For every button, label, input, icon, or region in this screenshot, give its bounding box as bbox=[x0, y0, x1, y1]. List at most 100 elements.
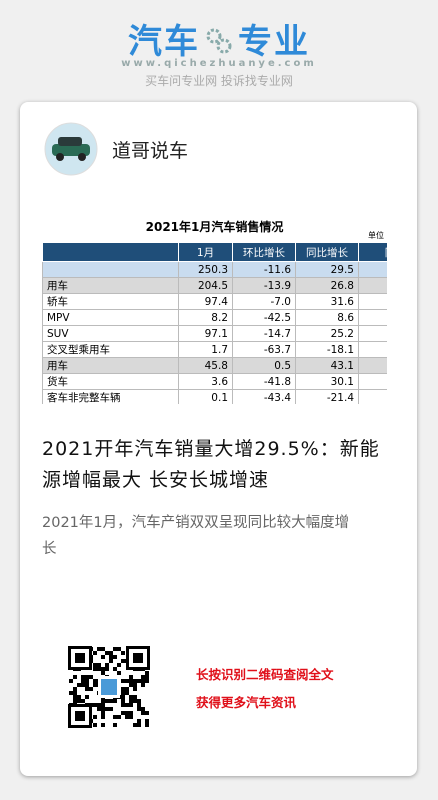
qr-module bbox=[81, 683, 85, 687]
logo-right: 专业 bbox=[238, 22, 310, 62]
table-cell: MPV bbox=[42, 309, 179, 326]
qr-module bbox=[133, 723, 137, 727]
qr-module bbox=[77, 695, 81, 699]
gear-icon bbox=[206, 28, 232, 54]
table-cell: 客车非完整车辆 bbox=[42, 389, 179, 404]
header-row: 1月环比增长同比增长同比达 bbox=[42, 242, 387, 262]
qr-module bbox=[113, 655, 117, 659]
table-row: MPV 8.2 -42.5 8.6 bbox=[42, 309, 387, 326]
qr-module bbox=[117, 715, 121, 719]
table-row: 轿车 97.4 -7.0 31.6 bbox=[42, 293, 387, 310]
table-cell: 3.6 bbox=[178, 373, 233, 390]
qr-module bbox=[133, 653, 143, 663]
table-cell: 货车 bbox=[42, 373, 179, 390]
table-cell bbox=[358, 261, 387, 278]
table-cell: -18.1 bbox=[295, 341, 359, 358]
url: www.qichezhuanye.com bbox=[121, 58, 317, 69]
header-cell: 同比达 bbox=[358, 242, 387, 262]
table-row: 用车 45.8 0.5 43.1 bbox=[42, 357, 387, 374]
qr-module bbox=[137, 723, 141, 727]
qr-module bbox=[125, 691, 129, 695]
qr-module bbox=[121, 695, 125, 699]
table-cell bbox=[358, 293, 387, 310]
qr-module bbox=[133, 699, 137, 703]
tagline: 买车问专业网 投诉找专业网 bbox=[145, 74, 293, 88]
qr-module bbox=[121, 711, 125, 715]
table-cell: 204.5 bbox=[178, 277, 233, 294]
table-cell bbox=[358, 389, 387, 404]
qr-module bbox=[113, 667, 117, 671]
table-cell: -21.4 bbox=[295, 389, 359, 404]
table-cell: 轿车 bbox=[42, 293, 179, 310]
logo-left: 汽车 bbox=[128, 22, 200, 62]
qr-module bbox=[117, 663, 121, 667]
qr-module bbox=[85, 675, 89, 679]
qr-module bbox=[101, 679, 117, 695]
qr-module bbox=[121, 679, 125, 683]
qr-module bbox=[129, 703, 133, 707]
qr-module bbox=[93, 683, 97, 687]
qr-module bbox=[93, 715, 97, 719]
qr-module bbox=[137, 699, 141, 703]
table-cell: 26.8 bbox=[295, 277, 359, 294]
table-cell bbox=[358, 357, 387, 374]
qr-module bbox=[97, 647, 101, 651]
qr-module bbox=[93, 667, 97, 671]
qr-module bbox=[129, 695, 133, 699]
table-cell: 1.7 bbox=[178, 341, 233, 358]
table-row: 货车 3.6 -41.8 30.1 bbox=[42, 373, 387, 390]
header-cell bbox=[42, 242, 179, 262]
qr-module bbox=[105, 663, 109, 667]
author: 道哥说车 bbox=[112, 140, 189, 162]
qr-module bbox=[125, 679, 129, 683]
qr-module bbox=[93, 679, 97, 683]
header-cell: 同比增长 bbox=[295, 242, 359, 262]
qr-module bbox=[81, 699, 85, 703]
qr-module bbox=[73, 687, 77, 691]
qr-module bbox=[89, 675, 93, 679]
qr-module bbox=[77, 699, 81, 703]
table-cell: 250.3 bbox=[178, 261, 233, 278]
table-cell bbox=[358, 373, 387, 390]
table-cell: 43.1 bbox=[295, 357, 359, 374]
qr-module bbox=[89, 687, 93, 691]
qr-module bbox=[141, 707, 145, 711]
table-cell bbox=[42, 261, 179, 278]
qr-module bbox=[85, 683, 89, 687]
qr-module bbox=[75, 711, 85, 721]
card: 道哥说车 2021年1月汽车销售情况 单位 1月环比增长同比增长同比达250.3… bbox=[20, 102, 417, 776]
qr-module bbox=[85, 695, 89, 699]
qr-module bbox=[129, 699, 133, 703]
table-row: 用车 204.5 -13.9 26.8 bbox=[42, 277, 387, 294]
table-unit: 单位 bbox=[368, 231, 384, 240]
qr-module bbox=[121, 651, 125, 655]
table-cell bbox=[358, 309, 387, 326]
qr-module bbox=[137, 679, 141, 683]
qr-module bbox=[125, 711, 129, 715]
qr-line2: 获得更多汽车资讯 bbox=[196, 695, 297, 710]
qr-module bbox=[141, 675, 145, 679]
qr-module bbox=[93, 723, 97, 727]
qr-module bbox=[125, 715, 129, 719]
qr-module bbox=[141, 683, 145, 687]
qr-module bbox=[145, 675, 149, 679]
qr-module bbox=[133, 687, 137, 691]
qr-module bbox=[121, 691, 125, 695]
qr-module bbox=[81, 675, 85, 679]
qr-module bbox=[97, 703, 101, 707]
table-cell: -14.7 bbox=[232, 325, 296, 342]
qr-module bbox=[101, 647, 105, 651]
qr-module bbox=[137, 707, 141, 711]
qr-module bbox=[113, 715, 117, 719]
qr-module bbox=[133, 683, 137, 687]
headline: 2021开年汽车销量大增29.5%：新能源增幅最大 长安长城增速 bbox=[42, 438, 380, 491]
table-cell: 0.1 bbox=[178, 389, 233, 404]
qr-module bbox=[101, 671, 105, 675]
avatar bbox=[44, 122, 98, 176]
qr-module bbox=[117, 671, 121, 675]
qr-module bbox=[73, 695, 77, 699]
qr-line1: 长按识别二维码查阅全文 bbox=[196, 667, 334, 682]
qr-module bbox=[145, 719, 149, 723]
qr-module bbox=[145, 723, 149, 727]
